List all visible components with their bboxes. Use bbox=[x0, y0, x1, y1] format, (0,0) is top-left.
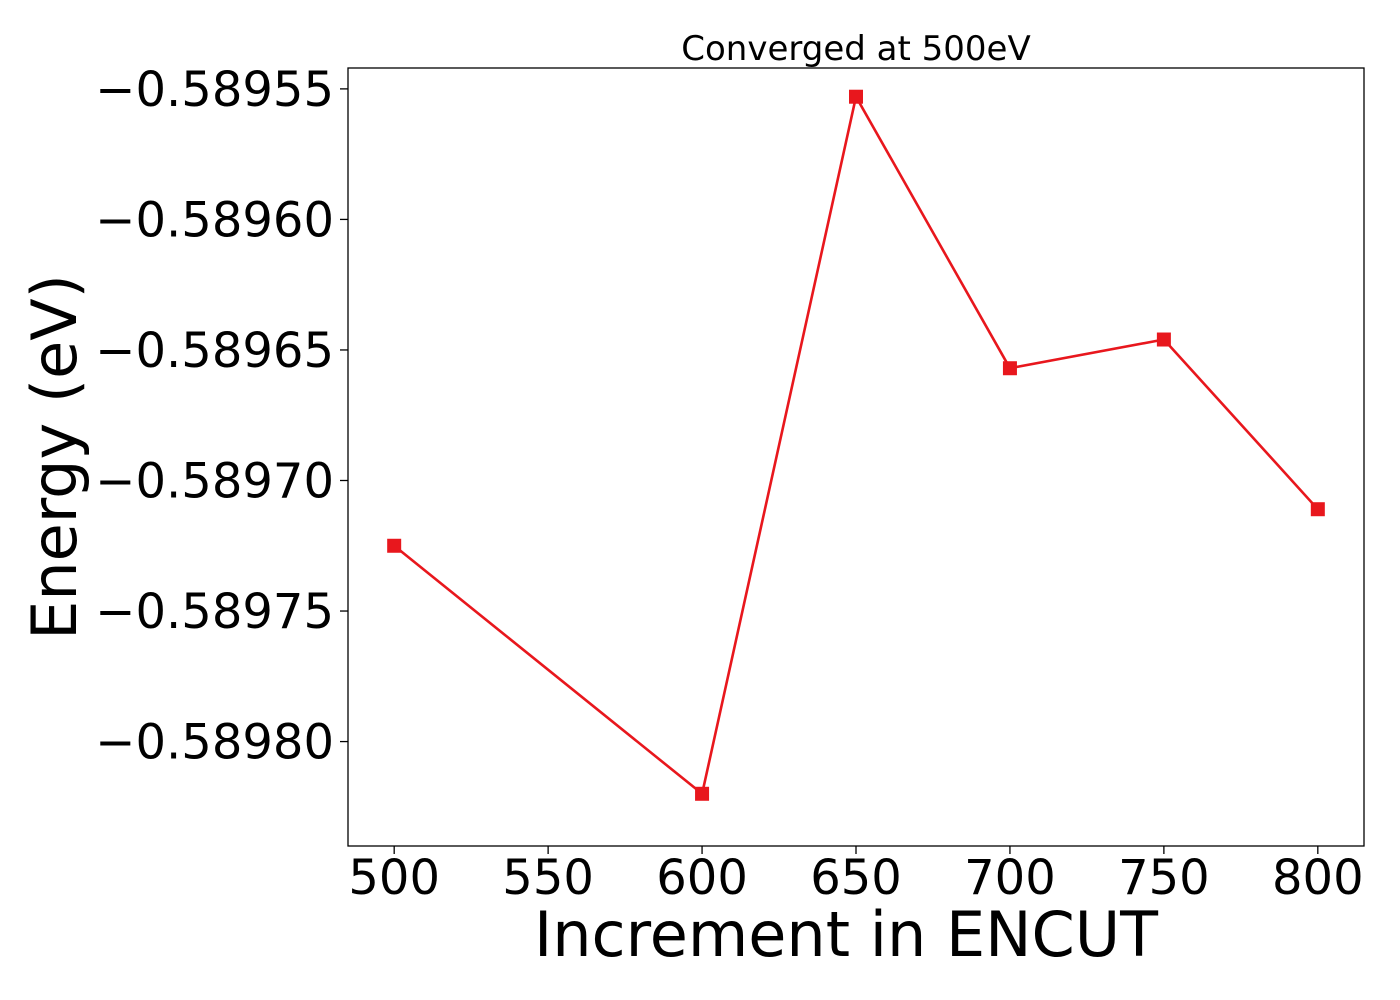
data-point-marker bbox=[387, 538, 402, 553]
x-axis-label: Increment in ENCUT bbox=[534, 898, 1159, 971]
y-axis: −0.58955 −0.58960 −0.58965 −0.58970 −0.58975… bbox=[95, 62, 348, 771]
y-axis-label: Energy (eV) bbox=[18, 274, 91, 640]
x-tick-label: 600 bbox=[656, 850, 748, 906]
x-tick-label: 750 bbox=[1118, 850, 1210, 906]
data-point-marker bbox=[849, 89, 863, 104]
series-layer bbox=[387, 89, 1325, 801]
chart-title: Converged at 500eV bbox=[681, 29, 1030, 69]
y-tick-label: −0.58955 bbox=[95, 62, 334, 118]
x-tick-label: 800 bbox=[1272, 850, 1364, 906]
data-point-marker bbox=[1002, 361, 1017, 376]
y-tick-label: −0.58960 bbox=[95, 192, 334, 248]
data-point-marker bbox=[695, 786, 710, 801]
x-tick-label: 650 bbox=[810, 850, 902, 906]
x-axis: 500 550 600 650 700 750 800 bbox=[348, 846, 1364, 906]
x-tick-label: 700 bbox=[964, 850, 1056, 906]
x-tick-label: 500 bbox=[348, 850, 440, 906]
y-tick-label: −0.58980 bbox=[95, 715, 334, 771]
y-tick-label: −0.58970 bbox=[95, 453, 334, 509]
x-tick-label: 550 bbox=[502, 850, 594, 906]
y-tick-label: −0.58965 bbox=[95, 323, 334, 379]
data-point-marker bbox=[1310, 502, 1325, 517]
plot-area-frame bbox=[347, 67, 1365, 847]
series-line bbox=[393, 95, 1319, 796]
y-tick-label: −0.58975 bbox=[95, 584, 334, 640]
data-point-marker bbox=[1156, 332, 1171, 347]
